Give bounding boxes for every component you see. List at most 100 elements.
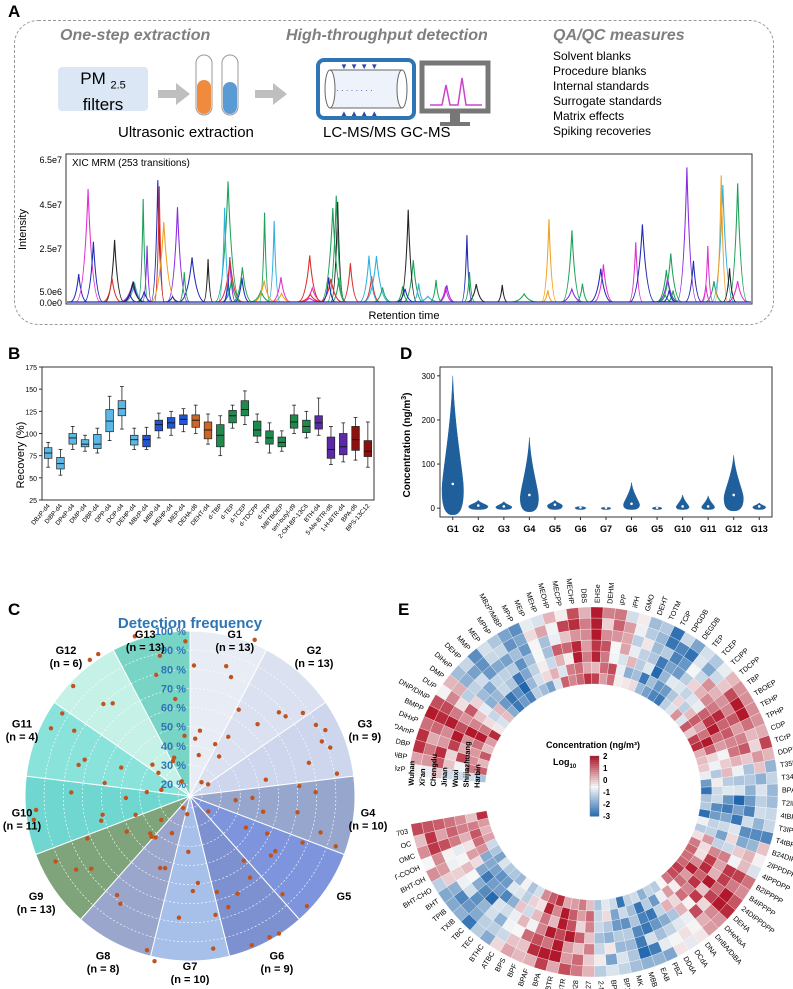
heatmap-cell — [601, 909, 612, 922]
heatmap-compound-label: DAmP — [395, 721, 415, 736]
heatmap-cell — [591, 639, 602, 652]
detection-dot — [211, 946, 216, 951]
polar-group-label: G13 — [135, 629, 156, 641]
chromatogram-peak — [214, 181, 242, 303]
detection-dot — [185, 812, 190, 817]
detection-dot — [149, 834, 154, 839]
detection-dot — [73, 867, 79, 872]
legend-color-step — [590, 760, 599, 763]
heatmap-cell — [591, 661, 601, 674]
heatmap-cell — [731, 764, 745, 777]
heatmap-cell — [720, 766, 734, 778]
detection-dot — [223, 663, 229, 669]
detection-dot — [233, 797, 238, 803]
chromatogram-peak — [722, 268, 737, 303]
svg-text:▲ ▲ ▲ ▲: ▲ ▲ ▲ ▲ — [340, 109, 378, 118]
chromatogram-peak — [700, 285, 712, 303]
heatmap-cell — [601, 618, 615, 631]
polar-grid-ring — [43, 649, 337, 943]
detection-dot — [87, 657, 93, 663]
heatmap-compound-label: OC — [399, 839, 412, 851]
polar-radial-tick: 60 % — [161, 703, 186, 715]
heatmap-cell — [410, 822, 425, 837]
box-BPA-d6 — [351, 426, 360, 451]
heatmap-compound-label: DiBP — [395, 749, 408, 761]
heatmap-cell — [733, 795, 746, 806]
chromatogram-peak — [589, 268, 613, 303]
detection-dot — [119, 765, 124, 770]
polar-group-n: (n = 10) — [349, 821, 388, 833]
heatmap-cell — [594, 954, 607, 967]
violin-ylabel-main: Concentration (ng/m — [402, 400, 413, 498]
chromatogram-peak — [122, 281, 144, 303]
legend-color-step — [590, 768, 599, 771]
polar-group-n: (n = 4) — [6, 732, 39, 744]
detection-dot — [153, 835, 158, 840]
chromatogram-peak — [249, 289, 273, 303]
chromatogram-peak — [136, 291, 153, 303]
heatmap-compound-label: UV-327 — [583, 981, 593, 989]
lc-column-icon: · · · · · · · · ▼ ▼ ▼ ▼ ▲ ▲ ▲ ▲ — [316, 58, 416, 120]
pm-label: PM — [80, 69, 106, 88]
violin-median-dot — [681, 505, 684, 508]
test-tube-blue-icon — [221, 54, 239, 116]
chromatogram-xlabel: Retention time — [369, 310, 440, 322]
polar-group-label: G6 — [270, 951, 285, 963]
heatmap-cell — [700, 786, 713, 795]
legend-tick-label: 1 — [603, 764, 608, 773]
chromatogram-peak — [711, 184, 735, 303]
heatmap-cell — [593, 921, 604, 934]
box-DMP-d4 — [80, 439, 90, 448]
detection-dot — [118, 901, 123, 906]
heatmap-cell — [605, 964, 620, 977]
polar-group-label: G1 — [227, 629, 242, 641]
chromatogram-peak — [704, 281, 724, 303]
arrow-icon — [255, 83, 287, 105]
detection-dot — [213, 742, 218, 747]
heatmap-cell — [578, 606, 592, 619]
violin-G12 — [723, 455, 744, 512]
violin-category-label: G1 — [447, 524, 459, 534]
violin-median-dot — [502, 505, 506, 508]
detection-dot — [252, 637, 257, 643]
violin-category-label: G13 — [751, 524, 768, 534]
instrument-caption: LC-MS/MS GC-MS — [323, 124, 451, 141]
legend-color-step — [590, 802, 599, 805]
heatmap-cell — [576, 909, 587, 922]
boxplot-ytick-label: 100 — [25, 432, 37, 439]
legend-color-step — [590, 786, 599, 789]
violin-median-dot — [630, 502, 633, 506]
chromatogram-title: XIC MRM (253 transitions) — [72, 158, 190, 169]
chromatogram-peak — [150, 221, 178, 303]
polar-group-n: (n = 13) — [17, 904, 56, 916]
detection-dot — [89, 866, 94, 871]
violin-median-dot — [604, 506, 608, 510]
chromatogram-peak — [496, 284, 508, 303]
heatmap-cell — [700, 794, 713, 803]
detection-dot — [144, 947, 150, 953]
polar-group-n: (n = 13) — [295, 658, 334, 670]
polar-radial-tick: 70 % — [161, 683, 186, 695]
heatmap-compound-label: BP1 — [622, 977, 633, 989]
filters-label: filters — [82, 95, 124, 115]
polar-grid-ring — [24, 630, 356, 962]
detection-dot — [318, 830, 323, 835]
heatmap-compound-label: iPP — [618, 593, 629, 606]
detection-dot — [193, 736, 198, 741]
chromatogram-peak — [321, 277, 336, 303]
boxplot-ytick-label: 75 — [29, 454, 37, 461]
heatmap-compound-label: 5-Cl-BTR — [554, 978, 568, 989]
detection-dot — [173, 696, 178, 702]
legend-color-step — [590, 806, 599, 809]
violin-category-label: G6 — [626, 524, 638, 534]
chromatogram-peak — [217, 207, 232, 303]
boxplot-ytick-label: 175 — [25, 365, 37, 372]
chromatogram-peak — [178, 272, 190, 303]
legend-color-step — [590, 780, 599, 783]
detection-dot — [48, 726, 54, 731]
polar-group-label: G2 — [307, 645, 322, 657]
heatmap-cell — [590, 606, 604, 619]
detection-dot — [186, 849, 191, 855]
violin-median-dot — [706, 505, 710, 508]
heatmap-compound-label: MBB — [646, 971, 659, 989]
